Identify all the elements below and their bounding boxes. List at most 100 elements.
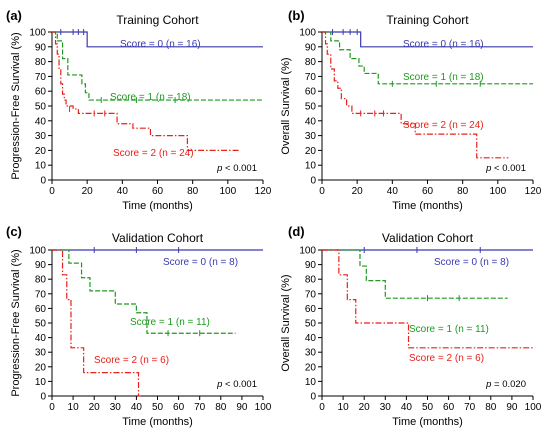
p-value-annotation: p < 0.001 bbox=[485, 163, 526, 174]
y-tick-label: 100 bbox=[29, 28, 46, 39]
chart-title: Training Cohort bbox=[386, 13, 469, 27]
x-tick-label: 40 bbox=[401, 402, 413, 413]
y-tick-label: 100 bbox=[299, 246, 316, 257]
y-tick-label: 30 bbox=[305, 131, 317, 142]
series-label: Score = 0 (n = 8) bbox=[434, 257, 509, 268]
panel-label: (c) bbox=[6, 224, 22, 239]
y-tick-label: 50 bbox=[305, 319, 317, 330]
y-tick-label: 10 bbox=[305, 161, 317, 172]
y-tick-label: 100 bbox=[29, 246, 46, 257]
y-tick-label: 40 bbox=[305, 333, 317, 344]
p-value-annotation: p < 0.001 bbox=[216, 163, 257, 174]
series-label: Score = 0 (n = 16) bbox=[120, 39, 201, 50]
x-tick-label: 80 bbox=[485, 402, 497, 413]
survival-curve bbox=[52, 249, 141, 397]
x-tick-label: 30 bbox=[110, 402, 122, 413]
x-tick-label: 20 bbox=[82, 186, 94, 197]
y-tick-label: 100 bbox=[299, 28, 316, 39]
series-label: Score = 2 (n = 24) bbox=[403, 120, 484, 131]
survival-curve bbox=[52, 31, 263, 101]
y-tick-label: 0 bbox=[310, 176, 316, 187]
x-tick-label: 10 bbox=[338, 402, 350, 413]
x-axis-label: Time (months) bbox=[122, 200, 193, 212]
y-tick-label: 70 bbox=[305, 72, 317, 83]
x-tick-label: 40 bbox=[117, 186, 129, 197]
x-tick-label: 100 bbox=[525, 402, 542, 413]
x-tick-label: 80 bbox=[187, 186, 199, 197]
x-tick-label: 20 bbox=[89, 402, 101, 413]
y-tick-label: 10 bbox=[305, 377, 317, 388]
survival-curve bbox=[322, 249, 508, 299]
x-tick-label: 0 bbox=[49, 186, 55, 197]
x-tick-label: 0 bbox=[319, 186, 325, 197]
panel-label: (b) bbox=[288, 8, 305, 23]
x-tick-label: 60 bbox=[422, 186, 434, 197]
x-tick-label: 30 bbox=[380, 402, 392, 413]
x-tick-label: 20 bbox=[359, 402, 371, 413]
y-tick-label: 80 bbox=[35, 275, 47, 286]
y-tick-label: 90 bbox=[35, 260, 47, 271]
x-tick-label: 80 bbox=[215, 402, 227, 413]
x-tick-label: 40 bbox=[131, 402, 143, 413]
y-tick-label: 80 bbox=[305, 275, 317, 286]
y-tick-label: 70 bbox=[305, 289, 317, 300]
x-tick-label: 10 bbox=[68, 402, 80, 413]
series-label: Score = 0 (n = 16) bbox=[403, 39, 484, 50]
survival-curve bbox=[322, 31, 509, 159]
x-tick-label: 50 bbox=[422, 402, 434, 413]
chart-panel: (b) Training Cohort 0 10 20 30 40 50 60 70 80 90 100… bbox=[280, 8, 542, 212]
y-tick-label: 60 bbox=[305, 87, 317, 98]
y-tick-label: 50 bbox=[35, 102, 47, 113]
y-axis-label: Overall Survival (%) bbox=[280, 57, 292, 154]
x-axis-label: Time (months) bbox=[122, 416, 193, 428]
x-tick-label: 0 bbox=[319, 402, 325, 413]
y-axis-label: Progression-Free Survival (%) bbox=[10, 249, 22, 396]
y-tick-label: 60 bbox=[35, 304, 47, 315]
y-tick-label: 90 bbox=[305, 260, 317, 271]
y-tick-label: 30 bbox=[305, 348, 317, 359]
survival-curve bbox=[52, 31, 241, 151]
y-tick-label: 40 bbox=[35, 333, 47, 344]
series-label: Score = 1 (n = 18) bbox=[110, 92, 191, 103]
y-tick-label: 80 bbox=[35, 57, 47, 68]
chart-title: Training Cohort bbox=[116, 13, 199, 27]
x-axis-label: Time (months) bbox=[392, 200, 463, 212]
survival-curve bbox=[322, 31, 533, 85]
series-label: Score = 2 (n = 6) bbox=[94, 355, 169, 366]
y-tick-label: 60 bbox=[305, 304, 317, 315]
y-tick-label: 90 bbox=[305, 42, 317, 53]
y-tick-label: 40 bbox=[35, 116, 47, 127]
y-tick-label: 30 bbox=[35, 348, 47, 359]
y-tick-label: 0 bbox=[40, 392, 46, 403]
x-tick-label: 90 bbox=[506, 402, 518, 413]
survival-curve bbox=[52, 249, 236, 334]
y-tick-label: 20 bbox=[35, 362, 47, 373]
y-axis-label: Progression-Free Survival (%) bbox=[10, 32, 22, 179]
y-tick-label: 30 bbox=[35, 131, 47, 142]
x-tick-label: 120 bbox=[525, 186, 542, 197]
x-tick-label: 70 bbox=[194, 402, 206, 413]
series-label: Score = 1 (n = 18) bbox=[403, 72, 484, 83]
x-tick-label: 90 bbox=[236, 402, 248, 413]
panel-label: (d) bbox=[288, 224, 305, 239]
p-value-annotation: p = 0.020 bbox=[485, 379, 526, 390]
x-axis-label: Time (months) bbox=[392, 416, 463, 428]
chart-panel: (d) Validation Cohort 0 10 20 30 40 50 60 70 80 90 1… bbox=[280, 224, 542, 428]
series-label: Score = 1 (n = 11) bbox=[130, 317, 210, 328]
y-tick-label: 70 bbox=[35, 289, 47, 300]
panel-label: (a) bbox=[6, 8, 22, 23]
x-tick-label: 80 bbox=[457, 186, 469, 197]
chart-title: Validation Cohort bbox=[112, 231, 204, 245]
y-axis-label: Overall Survival (%) bbox=[280, 274, 292, 371]
y-tick-label: 0 bbox=[310, 392, 316, 403]
y-tick-label: 50 bbox=[305, 102, 317, 113]
series-label: Score = 1 (n = 11) bbox=[409, 324, 489, 335]
survival-curve bbox=[52, 31, 263, 48]
y-tick-label: 90 bbox=[35, 42, 47, 53]
x-tick-label: 100 bbox=[255, 402, 272, 413]
y-tick-label: 70 bbox=[35, 72, 47, 83]
series-label: Score = 2 (n = 24) bbox=[113, 148, 194, 159]
y-tick-label: 40 bbox=[305, 116, 317, 127]
y-tick-label: 80 bbox=[305, 57, 317, 68]
y-tick-label: 50 bbox=[35, 319, 47, 330]
